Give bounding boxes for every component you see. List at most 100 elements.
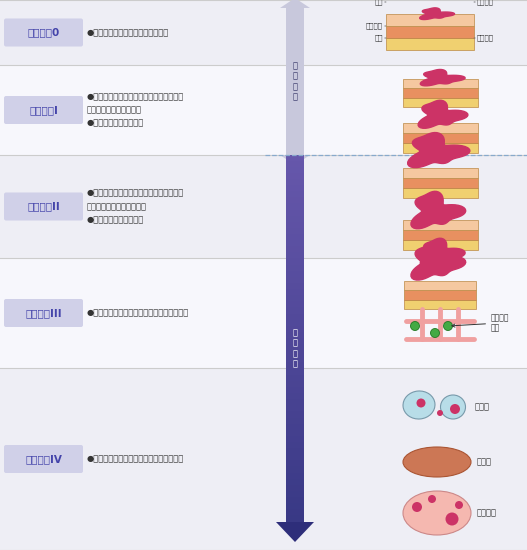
Bar [0,0,527,65]
Text: ●ほかの臓器への転移や腹膜播種がある。: ●ほかの臓器への転移や腹膜播種がある。 [87,454,184,464]
Bar [286,509,304,516]
Bar [403,188,477,198]
Bar [286,320,304,326]
Polygon shape [421,238,465,266]
Bar [286,356,304,363]
Text: ステージIV: ステージIV [25,454,62,464]
Polygon shape [276,522,314,542]
Text: ●深達度に関係なく、リンパ節転移がある。: ●深達度に関係なく、リンパ節転移がある。 [87,309,189,317]
Polygon shape [408,133,470,168]
Bar [286,326,304,332]
Circle shape [450,404,460,414]
Bar [286,497,304,504]
Bar [286,252,304,259]
FancyBboxPatch shape [4,192,83,221]
Bar [286,491,304,498]
Text: ステージII: ステージII [27,201,60,212]
Bar [286,246,304,253]
Bar [286,424,304,430]
Bar [286,393,304,400]
Text: 漿膜下層: 漿膜下層 [477,35,494,41]
Bar [286,283,304,289]
Bar [286,417,304,424]
Bar [286,301,304,308]
Bar [286,436,304,443]
Circle shape [444,322,453,331]
Bar [0,258,527,368]
Bar [403,168,477,178]
Polygon shape [421,69,465,86]
Bar [286,167,304,173]
Bar [0,368,527,550]
Text: 固有筋層: 固有筋層 [366,23,383,29]
Text: ●がんが粘膜の中にとどまっている: ●がんが粘膜の中にとどまっている [87,28,169,37]
Circle shape [437,410,443,416]
Text: 粘膜下層: 粘膜下層 [477,0,494,6]
Text: ●がんが大腸の壁の筋肉の層（固有筋層）
の外にまで浸潤している。
●リンパ節転移はない。: ●がんが大腸の壁の筋肉の層（固有筋層） の外にまで浸潤している。 ●リンパ節転移… [87,189,184,224]
Bar [286,234,304,241]
Text: 進
行
が
ん: 進 行 が ん [292,328,298,368]
FancyBboxPatch shape [4,96,83,124]
Bar [404,290,476,300]
Bar [286,448,304,455]
Text: 肝転移: 肝転移 [477,458,492,466]
Bar [286,411,304,418]
Bar [403,133,477,143]
Bar [286,375,304,381]
Text: リンパ節
転移: リンパ節 転移 [452,314,510,333]
Text: ステージ0: ステージ0 [27,28,60,37]
Bar [286,258,304,265]
Ellipse shape [403,491,471,535]
Bar [286,515,304,522]
Circle shape [431,328,440,338]
Bar [403,123,477,133]
Circle shape [445,513,458,525]
FancyBboxPatch shape [4,445,83,473]
Polygon shape [418,100,468,128]
Bar [286,472,304,479]
Bar [286,399,304,406]
Bar [403,230,477,240]
Circle shape [455,501,463,509]
Bar [286,442,304,449]
Bar [286,289,304,296]
Bar [286,338,304,345]
Text: 早
期
が
ん: 早 期 が ん [292,62,298,102]
Bar [403,240,477,250]
Text: 腹膜播種: 腹膜播種 [477,509,497,518]
Bar [286,204,304,210]
Bar [286,344,304,351]
Text: 漿膜: 漿膜 [375,35,383,41]
Circle shape [411,322,419,331]
Text: 肺転移: 肺転移 [475,403,490,411]
Bar [286,228,304,234]
Bar [286,277,304,283]
Bar [286,265,304,271]
Bar [286,466,304,473]
FancyBboxPatch shape [4,299,83,327]
Bar [286,454,304,461]
Polygon shape [280,155,310,165]
Bar [386,14,474,26]
Bar [286,307,304,314]
Bar [286,381,304,387]
Bar [286,332,304,338]
Bar [404,281,476,290]
Bar [403,79,477,89]
Bar [386,26,474,38]
Polygon shape [280,0,310,8]
Bar [403,143,477,153]
Bar [286,216,304,222]
Bar [286,161,304,167]
Bar [286,478,304,485]
Polygon shape [411,191,466,229]
Bar [404,300,476,309]
Bar [286,191,304,198]
Text: ステージIII: ステージIII [25,308,62,318]
Bar [286,210,304,216]
Polygon shape [411,243,466,280]
Polygon shape [419,8,455,20]
Ellipse shape [403,391,435,419]
Bar [286,314,304,320]
Text: 粘膜: 粘膜 [375,0,383,6]
